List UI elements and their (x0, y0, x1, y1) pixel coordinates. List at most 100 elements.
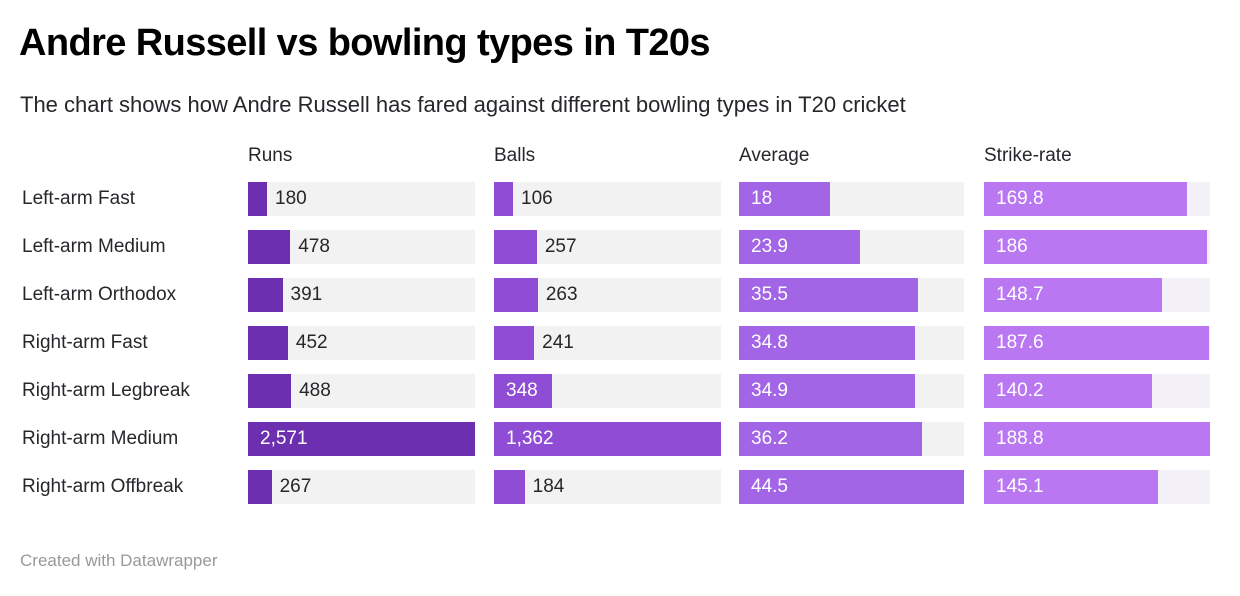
bar-balls (494, 182, 513, 216)
bar-value-balls: 184 (532, 476, 565, 497)
column-header-row: Runs Balls Average Strike-rate (0, 143, 1240, 175)
bar-cell-strike_rate[interactable]: 145.1 (984, 470, 1210, 504)
bar-value-average: 23.9 (751, 236, 788, 257)
bar-value-runs: 488 (299, 380, 331, 401)
bar-cell-runs[interactable]: 478 (248, 230, 475, 264)
bar-cell-balls[interactable]: 1,362 (494, 422, 721, 456)
bar-cell-average[interactable]: 18 (739, 182, 964, 216)
bar-cell-runs[interactable]: 2,571 (248, 422, 475, 456)
bar-cell-balls[interactable]: 348 (494, 374, 721, 408)
bar-balls (494, 230, 537, 264)
row-label-left-arm-medium: Left-arm Medium (22, 236, 166, 257)
bar-value-runs: 180 (275, 188, 307, 209)
bar-value-strike_rate: 188.8 (996, 428, 1044, 449)
bar-value-strike_rate: 145.1 (996, 476, 1044, 497)
table-row: Right-arm Medium 2,571 1,362 36.2 188.8 (0, 415, 1240, 463)
bar-strike_rate (984, 278, 1162, 312)
bar-value-balls: 241 (542, 332, 574, 353)
bar-value-runs: 452 (295, 332, 328, 353)
bar-balls (494, 422, 721, 456)
bar-average (739, 470, 964, 504)
bar-value-runs: 391 (290, 284, 323, 305)
bar-value-balls: 257 (544, 236, 577, 257)
bar-balls (494, 470, 525, 504)
row-label-left-arm-fast: Left-arm Fast (22, 188, 135, 209)
chart-subtitle: The chart shows how Andre Russell has fa… (20, 92, 906, 117)
chart-credit: Created with Datawrapper (20, 551, 218, 570)
bar-cell-average[interactable]: 36.2 (739, 422, 964, 456)
bar-runs (248, 422, 475, 456)
bar-cell-strike_rate[interactable]: 187.6 (984, 326, 1210, 360)
bar-value-strike_rate: 148.7 (996, 284, 1044, 305)
row-label-left-arm-orthodox: Left-arm Orthodox (22, 284, 177, 305)
row-label-right-arm-medium: Right-arm Medium (22, 428, 179, 449)
bar-cell-runs[interactable]: 452 (248, 326, 475, 360)
bar-value-strike_rate: 186 (996, 236, 1028, 257)
bar-runs (248, 374, 292, 408)
table-row: Right-arm Legbreak 488 348 34.9 140.2 (0, 367, 1240, 415)
bar-value-strike_rate: 140.2 (996, 380, 1044, 401)
bar-strike_rate (984, 422, 1210, 456)
bar-track (248, 278, 475, 312)
chart-title: Andre Russell vs bowling types in T20s (19, 22, 711, 64)
bar-value-strike_rate: 169.8 (996, 188, 1044, 209)
bar-value-balls: 348 (506, 380, 538, 401)
column-header-strike_rate: Strike-rate (984, 145, 1072, 166)
bar-cell-balls[interactable]: 106 (494, 182, 721, 216)
bar-cell-strike_rate[interactable]: 148.7 (984, 278, 1210, 312)
bar-value-runs: 267 (279, 476, 312, 497)
bar-track (494, 182, 721, 216)
bar-runs (248, 230, 291, 264)
bar-cell-strike_rate[interactable]: 188.8 (984, 422, 1210, 456)
table-row: Left-arm Orthodox 391 263 35.5 148.7 (0, 271, 1240, 319)
bar-value-average: 34.9 (751, 380, 788, 401)
bar-strike_rate (984, 470, 1158, 504)
row-label-right-arm-offbreak: Right-arm Offbreak (22, 476, 184, 497)
bar-cell-average[interactable]: 34.8 (739, 326, 964, 360)
bar-balls (494, 326, 535, 360)
bar-strike_rate (984, 374, 1152, 408)
bar-cell-balls[interactable]: 263 (494, 278, 721, 312)
bar-average (739, 278, 919, 312)
bar-cell-runs[interactable]: 267 (248, 470, 475, 504)
bar-strike_rate (984, 326, 1209, 360)
bar-average (739, 230, 860, 264)
bar-average (739, 182, 830, 216)
bar-cell-runs[interactable]: 180 (248, 182, 475, 216)
bar-strike_rate (984, 182, 1188, 216)
bar-cell-strike_rate[interactable]: 186 (984, 230, 1210, 264)
bar-cell-runs[interactable]: 391 (248, 278, 475, 312)
column-header-balls: Balls (494, 145, 536, 166)
bar-runs (248, 326, 288, 360)
bar-value-average: 36.2 (751, 428, 788, 449)
column-header-average: Average (739, 145, 810, 166)
bar-value-balls: 263 (545, 284, 578, 305)
bar-cell-strike_rate[interactable]: 140.2 (984, 374, 1210, 408)
bar-cell-balls[interactable]: 184 (494, 470, 721, 504)
bar-cell-average[interactable]: 35.5 (739, 278, 964, 312)
bar-cell-runs[interactable]: 488 (248, 374, 475, 408)
table-row: Right-arm Offbreak 267 184 44.5 145.1 (0, 463, 1240, 511)
bar-cell-average[interactable]: 23.9 (739, 230, 964, 264)
row-label-right-arm-legbreak: Right-arm Legbreak (22, 380, 190, 401)
bar-cell-balls[interactable]: 241 (494, 326, 721, 360)
column-header-runs: Runs (248, 145, 293, 166)
bar-track (248, 470, 475, 504)
bar-track (494, 470, 721, 504)
bar-track (248, 182, 475, 216)
table-row: Left-arm Medium 478 257 23.9 186 (0, 223, 1240, 271)
table-row: Right-arm Fast 452 241 34.8 187.6 (0, 319, 1240, 367)
bar-average (739, 374, 916, 408)
bar-runs (248, 470, 272, 504)
bar-average (739, 326, 915, 360)
bar-cell-average[interactable]: 44.5 (739, 470, 964, 504)
bar-runs (248, 278, 283, 312)
bar-cell-average[interactable]: 34.9 (739, 374, 964, 408)
bar-cell-balls[interactable]: 257 (494, 230, 721, 264)
bar-strike_rate (984, 230, 1207, 264)
bar-value-strike_rate: 187.6 (996, 332, 1044, 353)
bar-table: Runs Balls Average Strike-rate Left-arm Fast… (0, 143, 1240, 511)
bar-cell-strike_rate[interactable]: 169.8 (984, 182, 1210, 216)
row-label-right-arm-fast: Right-arm Fast (22, 332, 148, 353)
